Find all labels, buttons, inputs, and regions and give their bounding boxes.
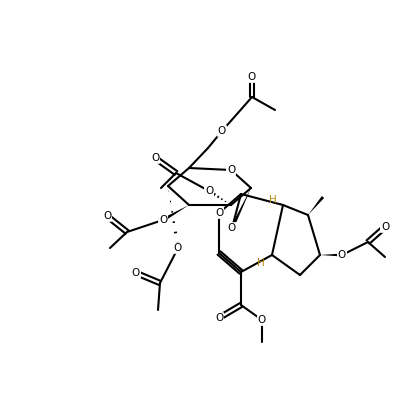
Polygon shape <box>308 196 324 215</box>
Polygon shape <box>230 188 251 229</box>
Text: O: O <box>228 223 236 233</box>
Text: O: O <box>174 243 182 253</box>
Text: O: O <box>248 72 256 82</box>
Text: O: O <box>159 215 167 225</box>
Text: O: O <box>132 268 140 278</box>
Polygon shape <box>320 254 342 256</box>
Text: O: O <box>215 208 223 218</box>
Text: O: O <box>215 313 223 323</box>
Text: O: O <box>218 126 226 136</box>
Text: O: O <box>381 222 389 232</box>
Text: O: O <box>205 186 213 196</box>
Text: O: O <box>103 211 111 221</box>
Text: O: O <box>338 250 346 260</box>
Text: O: O <box>258 315 266 325</box>
Text: H: H <box>269 195 277 205</box>
Text: H: H <box>257 258 265 268</box>
Text: O: O <box>227 165 235 175</box>
Text: O: O <box>151 153 159 163</box>
Polygon shape <box>162 205 189 222</box>
